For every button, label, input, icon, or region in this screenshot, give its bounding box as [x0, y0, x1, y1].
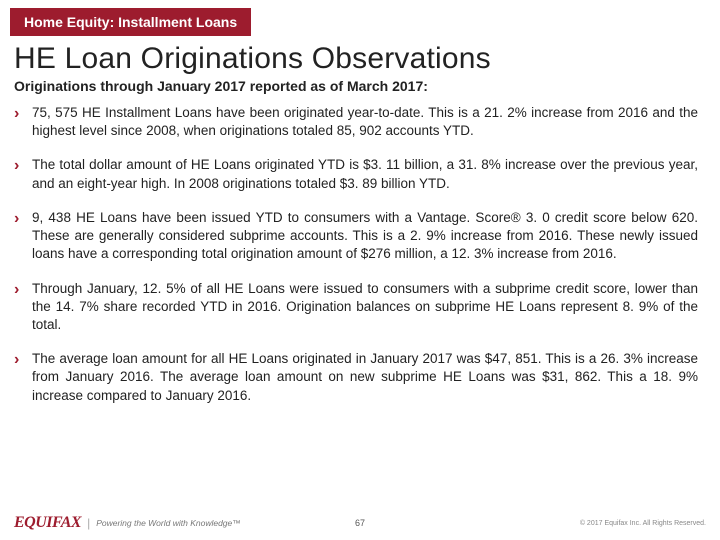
page-title: HE Loan Originations Observations	[14, 42, 720, 76]
equifax-logo: EQUIFAX	[14, 514, 81, 532]
bullet-text: Through January, 12. 5% of all HE Loans …	[32, 280, 698, 335]
copyright: © 2017 Equifax Inc. All Rights Reserved.	[580, 520, 706, 527]
bullet-list: › 75, 575 HE Installment Loans have been…	[14, 104, 698, 405]
bullet-text: 75, 575 HE Installment Loans have been o…	[32, 104, 698, 140]
list-item: › Through January, 12. 5% of all HE Loan…	[14, 280, 698, 335]
page-number: 67	[355, 518, 365, 528]
bullet-marker-icon: ›	[14, 280, 32, 335]
bullet-marker-icon: ›	[14, 350, 32, 405]
bullet-marker-icon: ›	[14, 156, 32, 192]
bullet-marker-icon: ›	[14, 104, 32, 140]
footer: EQUIFAX | Powering the World with Knowle…	[0, 514, 720, 532]
list-item: › The average loan amount for all HE Loa…	[14, 350, 698, 405]
tagline: Powering the World with Knowledge™	[96, 518, 241, 528]
bullet-text: 9, 438 HE Loans have been issued YTD to …	[32, 209, 698, 264]
list-item: › The total dollar amount of HE Loans or…	[14, 156, 698, 192]
list-item: › 9, 438 HE Loans have been issued YTD t…	[14, 209, 698, 264]
subtitle: Originations through January 2017 report…	[14, 78, 720, 94]
bullet-text: The total dollar amount of HE Loans orig…	[32, 156, 698, 192]
logo-block: EQUIFAX | Powering the World with Knowle…	[14, 514, 241, 532]
logo-divider: |	[87, 516, 90, 530]
bullet-text: The average loan amount for all HE Loans…	[32, 350, 698, 405]
section-tab: Home Equity: Installment Loans	[10, 8, 251, 36]
list-item: › 75, 575 HE Installment Loans have been…	[14, 104, 698, 140]
bullet-marker-icon: ›	[14, 209, 32, 264]
